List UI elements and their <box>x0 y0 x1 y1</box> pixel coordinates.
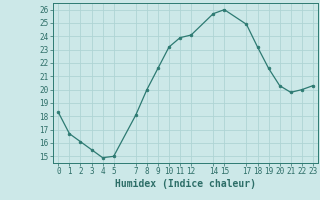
X-axis label: Humidex (Indice chaleur): Humidex (Indice chaleur) <box>115 179 256 189</box>
